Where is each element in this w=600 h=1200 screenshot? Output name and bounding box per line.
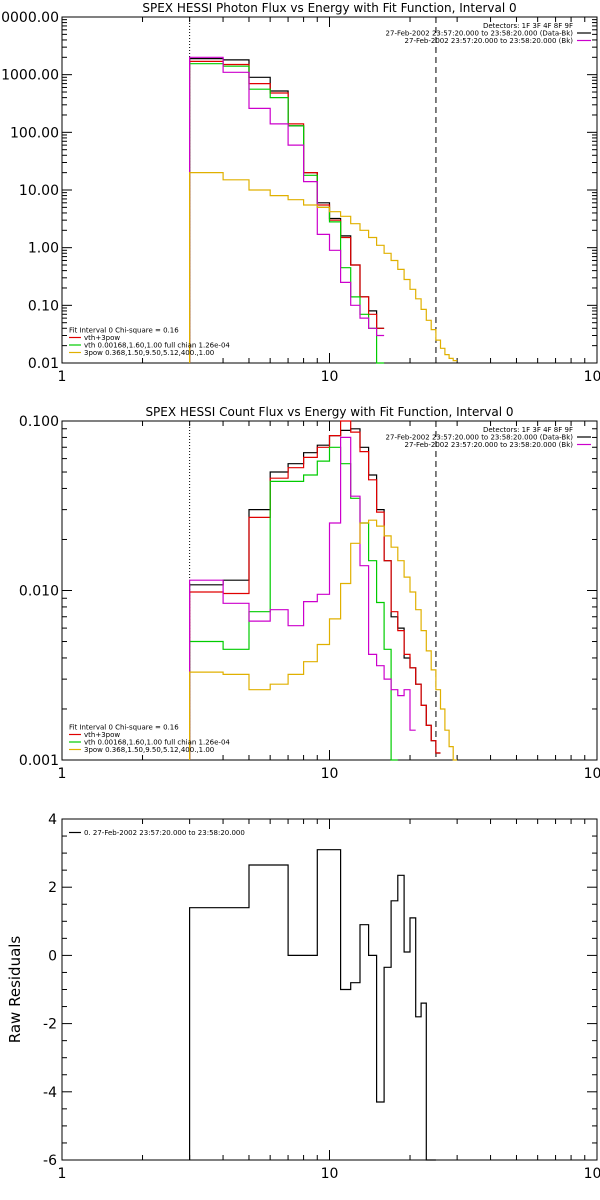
series-line-1	[189, 428, 441, 760]
y-tick-label: 0.001	[19, 753, 59, 769]
x-tick-label: 100	[584, 766, 600, 782]
y-axis-label: Raw Residuals	[6, 936, 24, 1044]
series-line-4	[189, 56, 385, 363]
series-line-2	[189, 60, 385, 363]
y-tick-label: 1000.00	[1, 68, 59, 84]
legend-entry: vth+3pow	[84, 731, 120, 739]
series-line-2	[189, 420, 441, 760]
x-tick-label: 100	[584, 369, 600, 385]
header-line: 27-Feb-2002 23:57:20.000 to 23:58:20.000…	[405, 37, 574, 45]
y-tick-label: 100.00	[10, 125, 59, 141]
y-tick-label: 10.00	[19, 183, 59, 199]
series-line-5	[189, 172, 458, 363]
x-tick-label: 10	[321, 369, 339, 385]
legend-entry: 0. 27-Feb-2002 23:57:20.000 to 23:58:20.…	[84, 829, 245, 837]
plot-frame	[61, 818, 598, 1161]
header-line: 27-Feb-2002 23:57:20.000 to 23:58:20.000…	[386, 30, 574, 38]
y-tick-label: 4	[48, 812, 57, 828]
panel-2: SPEX HESSI Count Flux vs Energy with Fit…	[19, 405, 600, 782]
legend-entry: 3pow 0.368,1.50,9.50,5.12,400.,1.00	[84, 349, 214, 357]
y-tick-label: 2	[48, 880, 57, 896]
x-tick-label: 10	[321, 766, 339, 782]
legend-entry: vth 0.00168,1.60,1.00 full chian 1.26e-0…	[84, 342, 230, 350]
y-tick-label: -2	[43, 1017, 57, 1033]
header-line: 27-Feb-2002 23:57:20.000 to 23:58:20.000…	[405, 441, 574, 449]
legend-entry: vth 0.00168,1.60,1.00 full chian 1.26e-0…	[84, 739, 230, 747]
x-tick-label: 1	[58, 1166, 67, 1182]
legend-entry: Fit Interval 0 Chi-square = 0.16	[69, 327, 179, 335]
legend-entry: 3pow 0.368,1.50,9.50,5.12,400.,1.00	[84, 746, 214, 754]
y-tick-label: 0.01	[28, 356, 59, 372]
chart-title: SPEX HESSI Photon Flux vs Energy with Fi…	[142, 1, 516, 15]
panel-1: SPEX HESSI Photon Flux vs Energy with Fi…	[0, 1, 600, 385]
panel-3: 1 10 100 -6 -4 -2 0 2 4 Raw Residuals 0. 27-Feb-20…	[6, 812, 600, 1182]
header-line: 27-Feb-2002 23:57:20.000 to 23:58:20.000…	[386, 434, 574, 442]
chart-title: SPEX HESSI Count Flux vs Energy with Fit…	[145, 405, 513, 419]
y-tick-label: -6	[43, 1153, 57, 1169]
plot-frame	[61, 16, 598, 364]
series-group	[189, 420, 458, 761]
series-line-5	[189, 519, 458, 761]
y-tick-label: 0.100	[19, 414, 59, 430]
series-line-1	[189, 849, 436, 1161]
x-tick-label: 10	[321, 1166, 339, 1182]
y-tick-label: 0	[48, 948, 57, 964]
legend-entry: vth+3pow	[84, 334, 120, 342]
x-tick-label: 1	[58, 369, 67, 385]
series-group	[189, 56, 458, 364]
x-tick-label: 100	[584, 1166, 600, 1182]
y-tick-label: -4	[43, 1085, 57, 1101]
y-tick-label: 1.00	[28, 241, 59, 257]
y-tick-label: 0.10	[28, 298, 59, 314]
header-line: Detectors: 1F 3F 4F 8F 9F	[483, 22, 573, 30]
legend-entry: Fit Interval 0 Chi-square = 0.16	[69, 724, 179, 732]
y-tick-label: 0.010	[19, 584, 59, 600]
series-line-1	[189, 58, 385, 363]
header-line: Detectors: 1F 3F 4F 8F 9F	[483, 426, 573, 434]
series-line-3	[189, 446, 398, 761]
series-line-4	[189, 436, 416, 760]
series-group	[189, 849, 436, 1161]
series-line-3	[189, 63, 385, 364]
x-tick-label: 1	[58, 766, 67, 782]
y-tick-label: 10000.00	[0, 10, 59, 26]
